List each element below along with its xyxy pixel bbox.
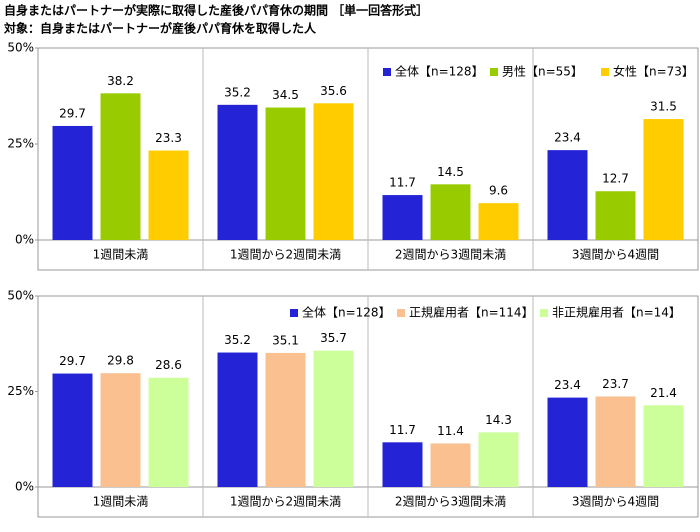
legend-label: 男性【n=55】	[502, 65, 583, 79]
y-tick-label: 0%	[15, 480, 34, 494]
legend-swatch	[383, 68, 391, 76]
legend-label: 正規雇用者【n=114】	[409, 305, 534, 320]
data-label: 23.7	[602, 377, 629, 391]
data-label: 28.6	[155, 358, 182, 372]
x-tick-label: 1週間未満	[93, 495, 149, 509]
data-label: 11.4	[437, 424, 464, 438]
legend-label: 全体【n=128】	[302, 305, 391, 320]
bar	[382, 195, 423, 240]
data-label: 23.4	[554, 131, 581, 145]
y-tick-label: 50%	[7, 41, 34, 55]
bar	[265, 107, 306, 241]
x-tick-label: 3週間から4週間	[572, 248, 659, 262]
data-label: 31.5	[650, 100, 677, 114]
bar	[547, 397, 588, 487]
legend-label: 非正規雇用者【n=14】	[552, 305, 681, 320]
data-label: 35.2	[224, 333, 251, 347]
bar	[478, 203, 519, 240]
legend-swatch	[540, 309, 548, 317]
data-label: 35.6	[320, 84, 347, 98]
bar	[595, 396, 636, 487]
legend-swatch	[397, 309, 405, 317]
data-label: 11.7	[389, 423, 416, 437]
bar	[148, 377, 189, 487]
bar	[430, 184, 471, 240]
bar	[430, 443, 471, 487]
bar	[100, 93, 141, 240]
data-label: 23.4	[554, 378, 581, 392]
data-label: 38.2	[107, 74, 134, 88]
data-label: 34.5	[272, 88, 299, 102]
legend-label: 全体【n=128】	[395, 64, 484, 79]
bar	[52, 373, 93, 487]
x-tick-label: 1週間未満	[93, 248, 149, 262]
legend-swatch	[490, 68, 498, 76]
bar	[313, 103, 354, 241]
bar	[265, 352, 306, 487]
bar	[547, 150, 588, 240]
bar	[217, 352, 258, 487]
data-label: 29.8	[107, 354, 134, 368]
bar	[148, 150, 189, 240]
y-tick-label: 50%	[7, 289, 34, 303]
x-tick-label: 3週間から4週間	[572, 495, 659, 509]
bar	[217, 104, 258, 240]
x-tick-label: 1週間から2週間未満	[230, 495, 341, 509]
chart-title: 自身またはパートナーが実際に取得した産後パパ育休の期間 ［単一回答形式］	[4, 3, 428, 18]
data-label: 21.4	[650, 386, 677, 400]
y-tick-label: 25%	[7, 137, 34, 151]
chart-subtitle: 対象：自身またはパートナーが産後パパ育休を取得した人	[3, 21, 317, 36]
legend-swatch	[290, 309, 298, 317]
bar	[100, 373, 141, 487]
bar	[382, 442, 423, 487]
bar	[313, 350, 354, 487]
data-label: 14.5	[437, 165, 464, 179]
bar	[52, 125, 93, 240]
data-label: 9.6	[489, 184, 508, 198]
data-label: 23.3	[155, 131, 182, 145]
data-label: 35.1	[272, 333, 299, 347]
data-label: 29.7	[59, 106, 86, 120]
bar	[595, 191, 636, 240]
x-tick-label: 2週間から3週間未満	[395, 248, 506, 262]
data-label: 35.2	[224, 85, 251, 99]
bar	[643, 405, 684, 487]
legend-swatch	[601, 68, 609, 76]
bar	[643, 119, 684, 240]
legend-label: 女性【n=73】	[613, 64, 694, 79]
x-tick-label: 2週間から3週間未満	[395, 495, 506, 509]
data-label: 35.7	[320, 331, 347, 345]
x-tick-label: 1週間から2週間未満	[230, 248, 341, 262]
data-label: 29.7	[59, 354, 86, 368]
data-label: 12.7	[602, 172, 629, 186]
data-label: 14.3	[485, 413, 512, 427]
y-tick-label: 25%	[7, 384, 34, 398]
data-label: 11.7	[389, 176, 416, 190]
bar	[478, 432, 519, 487]
y-tick-label: 0%	[15, 233, 34, 247]
